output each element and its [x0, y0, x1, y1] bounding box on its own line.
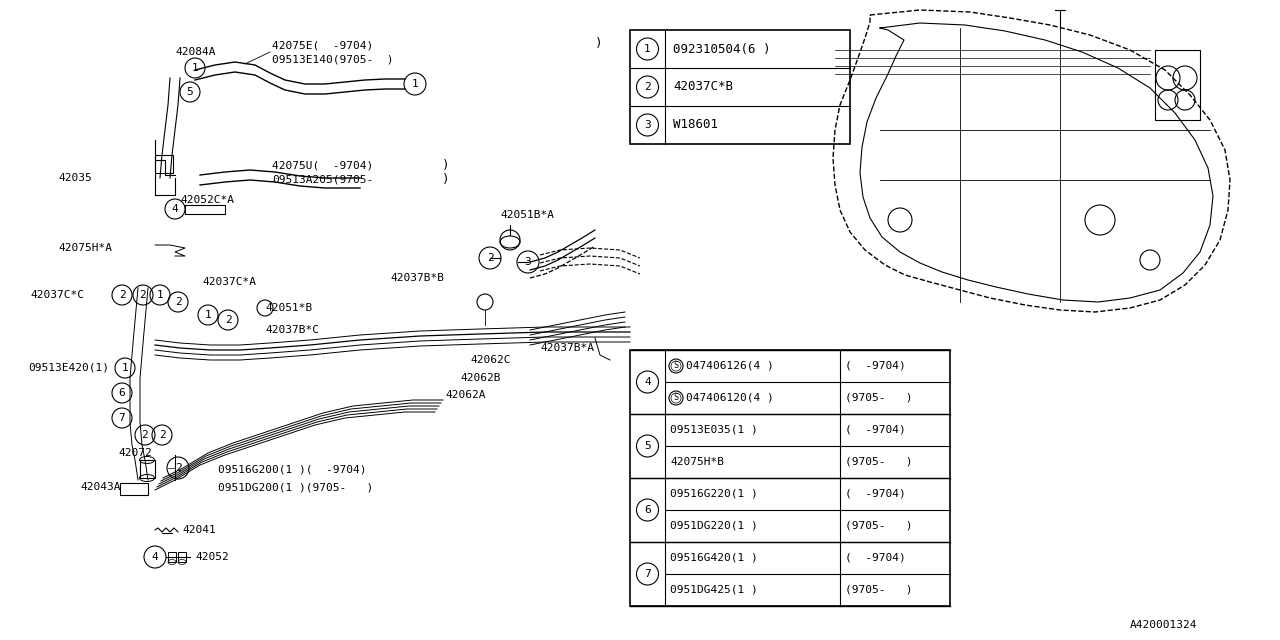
Text: 42037C*B: 42037C*B: [673, 81, 733, 93]
Text: 09516G420(1 ): 09516G420(1 ): [669, 553, 758, 563]
Text: 09513E140(9705-  ): 09513E140(9705- ): [273, 55, 393, 65]
Text: 42075U(  -9704): 42075U( -9704): [273, 160, 374, 170]
Text: 42041: 42041: [182, 525, 216, 535]
Text: S: S: [673, 362, 678, 371]
Text: 42052C*A: 42052C*A: [180, 195, 234, 205]
Text: 42037B*A: 42037B*A: [540, 343, 594, 353]
Text: 1: 1: [192, 63, 198, 73]
Text: 09513E035(1 ): 09513E035(1 ): [669, 425, 758, 435]
Text: ): ): [442, 159, 449, 172]
Text: 42075E(  -9704): 42075E( -9704): [273, 40, 374, 50]
Text: 42062B: 42062B: [460, 373, 500, 383]
Bar: [186, 205, 225, 214]
Text: W18601: W18601: [673, 118, 718, 131]
Text: (9705-   ): (9705- ): [845, 521, 913, 531]
Text: 5: 5: [187, 87, 193, 97]
Text: 42037C*A: 42037C*A: [202, 277, 256, 287]
Text: 42051*B: 42051*B: [265, 303, 312, 313]
Text: S: S: [673, 394, 678, 403]
Text: (9705-   ): (9705- ): [845, 585, 913, 595]
Text: 42062C: 42062C: [470, 355, 511, 365]
Text: 5: 5: [644, 441, 650, 451]
Text: A420001324: A420001324: [1130, 620, 1198, 630]
Text: 4: 4: [151, 552, 159, 562]
Text: 7: 7: [644, 569, 650, 579]
Text: 047406120(4 ): 047406120(4 ): [686, 393, 773, 403]
Text: (  -9704): ( -9704): [845, 425, 906, 435]
Text: 2: 2: [224, 315, 232, 325]
Text: 42035: 42035: [58, 173, 92, 183]
Text: 047406126(4 ): 047406126(4 ): [686, 361, 773, 371]
Text: 42052: 42052: [195, 552, 229, 562]
Text: 42037C*C: 42037C*C: [29, 290, 84, 300]
Text: 0951DG425(1 ): 0951DG425(1 ): [669, 585, 758, 595]
Text: 2: 2: [174, 463, 182, 473]
Text: 2: 2: [140, 290, 146, 300]
Text: 09516G200(1 )(  -9704): 09516G200(1 )( -9704): [218, 465, 366, 475]
Text: 1: 1: [644, 44, 650, 54]
Text: (  -9704): ( -9704): [845, 553, 906, 563]
Text: 3: 3: [644, 120, 650, 130]
Text: 4: 4: [172, 204, 178, 214]
Text: 2: 2: [159, 430, 165, 440]
Text: 42075H*A: 42075H*A: [58, 243, 113, 253]
Text: (  -9704): ( -9704): [845, 489, 906, 499]
Text: 092310504(6 ): 092310504(6 ): [673, 42, 771, 56]
Text: 3: 3: [525, 257, 531, 267]
Text: 09516G220(1 ): 09516G220(1 ): [669, 489, 758, 499]
Text: 0951DG220(1 ): 0951DG220(1 ): [669, 521, 758, 531]
Text: 2: 2: [142, 430, 148, 440]
Text: 1: 1: [156, 290, 164, 300]
Bar: [155, 155, 173, 173]
Text: 42037B*B: 42037B*B: [390, 273, 444, 283]
Text: 42062A: 42062A: [445, 390, 485, 400]
Bar: [630, 30, 850, 144]
Text: 42043A: 42043A: [79, 482, 120, 492]
Text: 1: 1: [205, 310, 211, 320]
Text: 42051B*A: 42051B*A: [500, 210, 554, 220]
Text: (  -9704): ( -9704): [845, 361, 906, 371]
Text: ): ): [595, 38, 603, 51]
Text: ): ): [442, 173, 449, 186]
Text: 09513A205(9705-: 09513A205(9705-: [273, 175, 374, 185]
Bar: [630, 350, 950, 606]
Text: 42072: 42072: [118, 448, 152, 458]
Text: 6: 6: [119, 388, 125, 398]
Text: 6: 6: [644, 505, 650, 515]
Text: 2: 2: [644, 82, 650, 92]
Text: 2: 2: [486, 253, 493, 263]
Bar: [120, 483, 148, 495]
Text: 42075H*B: 42075H*B: [669, 457, 724, 467]
Text: 2: 2: [119, 290, 125, 300]
Bar: [178, 552, 186, 562]
Bar: [168, 552, 177, 562]
Text: 2: 2: [174, 297, 182, 307]
Text: (9705-   ): (9705- ): [845, 393, 913, 403]
Text: 42084A: 42084A: [175, 47, 215, 57]
Text: 4: 4: [644, 377, 650, 387]
Text: 1: 1: [122, 363, 128, 373]
Text: 1: 1: [412, 79, 419, 89]
Text: 7: 7: [119, 413, 125, 423]
Text: 0951DG200(1 )(9705-   ): 0951DG200(1 )(9705- ): [218, 482, 374, 492]
Text: (9705-   ): (9705- ): [845, 457, 913, 467]
Text: 09513E420(1): 09513E420(1): [28, 363, 109, 373]
Text: 42037B*C: 42037B*C: [265, 325, 319, 335]
